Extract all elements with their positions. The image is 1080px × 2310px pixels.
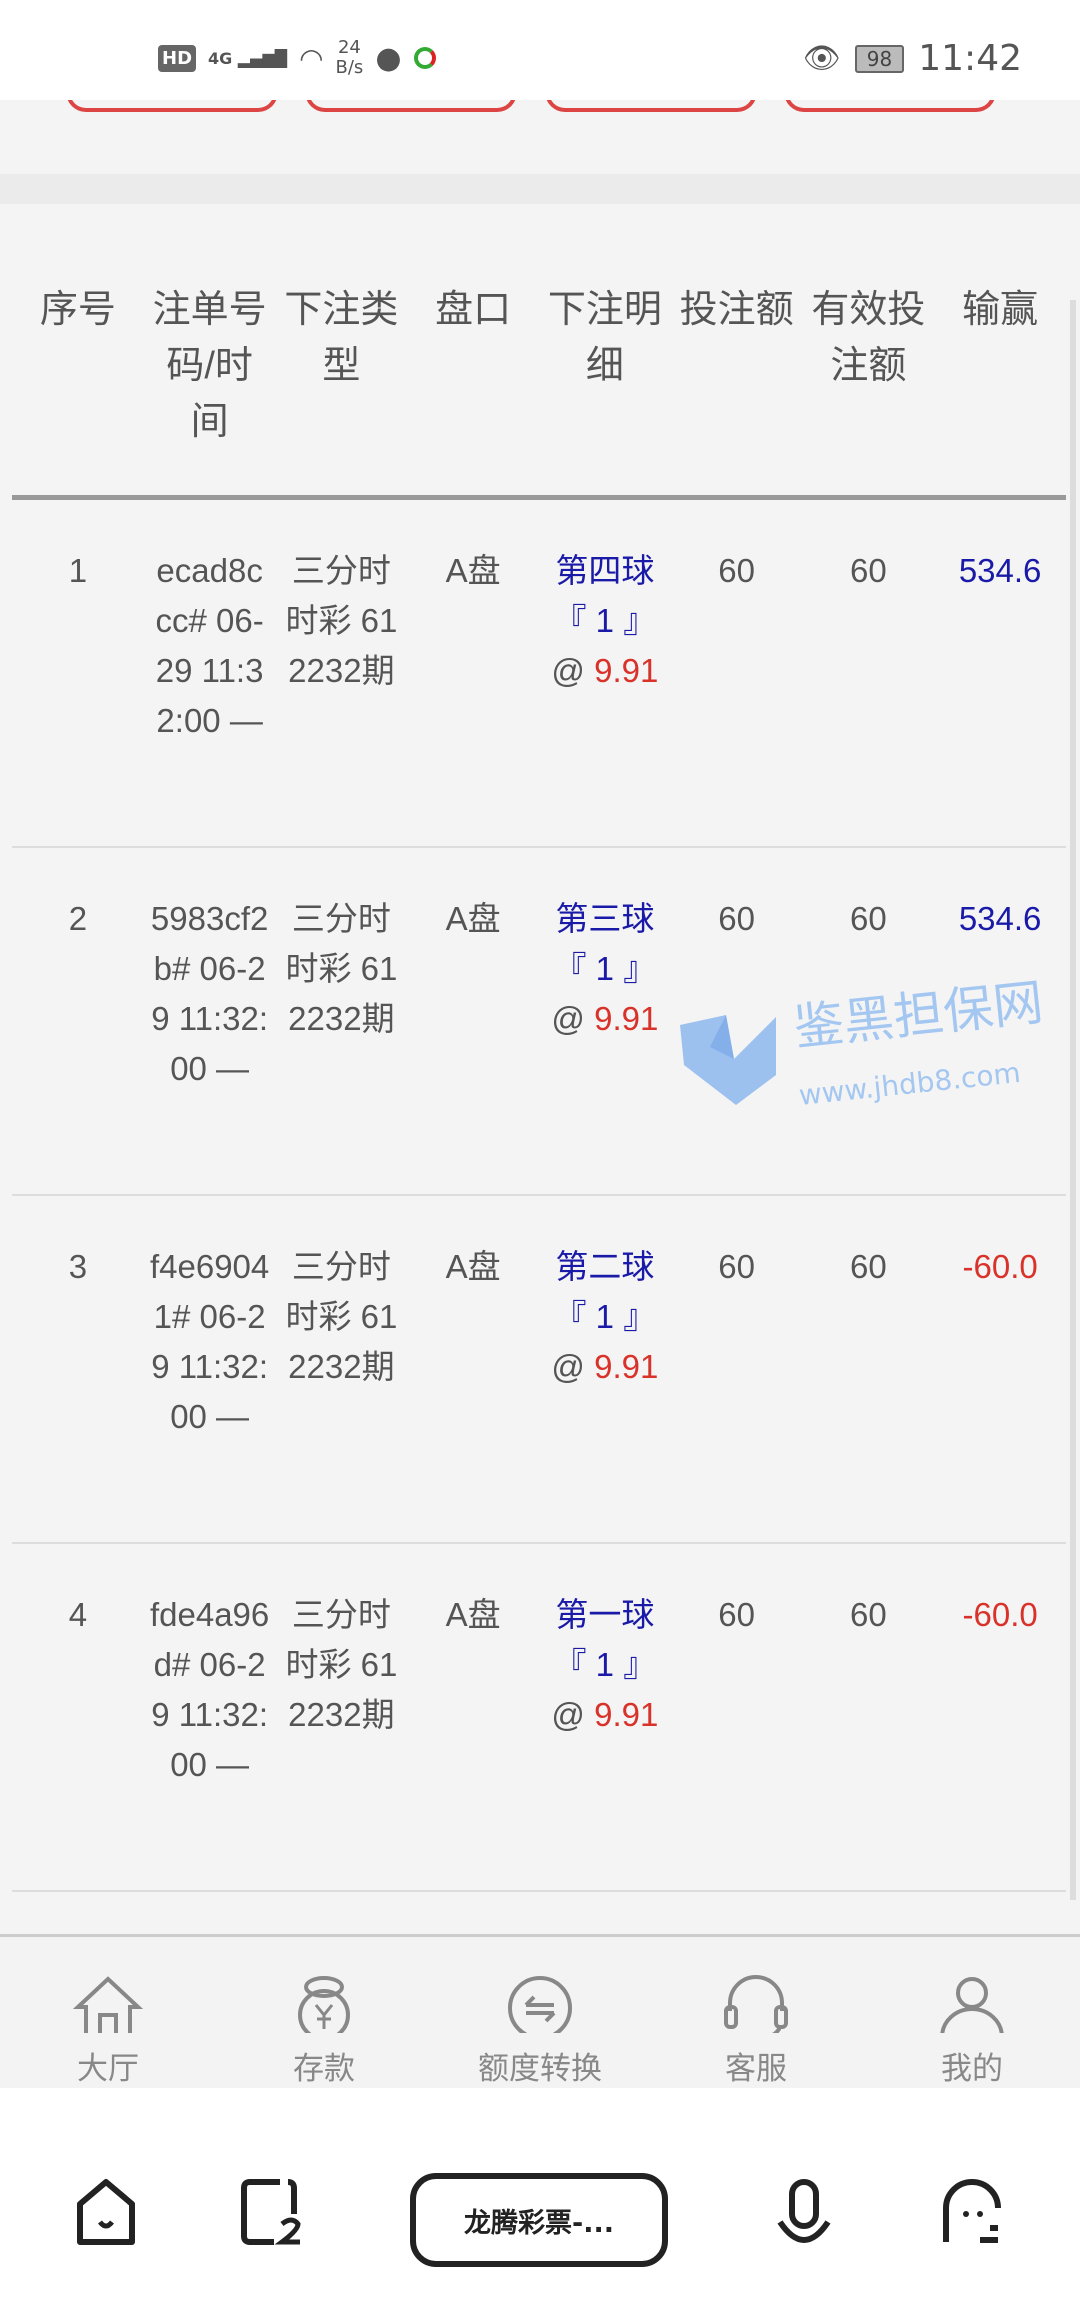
watermark-logo-icon [680,1015,776,1105]
cell-index: 1 [68,552,88,589]
assistant-icon[interactable] [940,2178,1004,2248]
cell-market: A盘 [445,1596,501,1633]
cell-detail: 第三球『 1 』 @ 9.91 [551,900,659,1037]
qq-icon: ● [375,40,402,76]
cell-type: 三分时时彩 612232期 [285,552,398,689]
cell-market: A盘 [445,552,501,589]
cell-result: 534.6 [958,552,1042,589]
nav-transfer[interactable]: 额度转换 [432,1937,648,2088]
cell-order: fde4a96d# 06-29 11:32:00 — [149,1596,270,1783]
headset-icon [724,1975,788,2033]
header-type: 下注类型 [284,289,399,387]
cell-detail: 第一球『 1 』 @ 9.91 [551,1596,659,1733]
eye-comfort-icon: 👁 [802,41,841,76]
cell-market: A盘 [445,900,501,937]
transfer-icon [508,1976,572,2033]
header-order: 注单号码/时间 [152,289,267,443]
header-result: 输赢 [962,289,1039,331]
clock: 11:42 [918,38,1022,79]
cell-index: 4 [68,1596,88,1633]
status-bar: HD 4G ▂▄▆█ ◠ 24 B/s ● 👁 98 11:42 [0,0,1080,100]
header-market: 盘口 [435,289,512,331]
cell-valid-bet: 60 [850,552,887,589]
table-header: 序号 注单号码/时间 下注类型 盘口 下注明细 投注额 有效投注额 输赢 [12,204,1066,500]
recent-apps-icon[interactable] [240,2178,304,2248]
system-nav-bar: 龙腾彩票-... [0,2088,1080,2310]
cell-bet: 60 [718,1596,755,1633]
cell-order: f4e69041# 06-29 11:32:00 — [149,1248,270,1435]
microphone-icon[interactable] [776,2178,832,2250]
hd-icon: HD [158,44,197,72]
battery-icon: 98 [854,44,905,73]
cell-index: 2 [68,900,88,937]
bottom-nav: 大厅 存款 额度转换 客服 我的 [0,1934,1080,2088]
current-app-pill[interactable]: 龙腾彩票-... [410,2173,668,2267]
cell-index: 3 [68,1248,88,1285]
divider-band [0,174,1080,204]
cell-type: 三分时时彩 612232期 [285,900,398,1037]
wifi-icon: ◠ [299,41,324,75]
cell-valid-bet: 60 [850,900,887,937]
cell-market: A盘 [445,1248,501,1285]
cell-bet: 60 [718,552,755,589]
table-row: 3 f4e69041# 06-29 11:32:00 — 三分时时彩 61223… [12,1196,1066,1544]
system-home-icon[interactable] [74,2178,138,2248]
user-icon [940,1977,1004,2033]
watermark: 鉴黑担保网 www.jhdb8.com [680,973,1046,1112]
scrollbar[interactable] [1070,300,1076,1900]
nav-lobby[interactable]: 大厅 [0,1937,216,2088]
header-index: 序号 [39,289,116,331]
nav-support[interactable]: 客服 [648,1937,864,2088]
header-detail: 下注明细 [547,289,662,387]
cell-type: 三分时时彩 612232期 [285,1596,398,1733]
cell-order: 5983cf2b# 06-29 11:32:00 — [150,900,269,1087]
cell-result: -60.0 [962,1596,1038,1633]
svg-text:www.jhdb8.com: www.jhdb8.com [797,1056,1022,1112]
app-notification-icon [413,47,436,69]
nav-profile[interactable]: 我的 [864,1937,1080,2088]
cell-detail: 第四球『 1 』 @ 9.91 [551,552,659,689]
cell-valid-bet: 60 [850,1596,887,1633]
table-row: 2 5983cf2b# 06-29 11:32:00 — 三分时时彩 61223… [12,848,1066,1196]
network-speed: 24 B/s [335,37,364,78]
signal-icon: 4G ▂▄▆█ [208,48,288,68]
bet-table: 序号 注单号码/时间 下注类型 盘口 下注明细 投注额 有效投注额 输赢 1 e… [12,204,1066,1892]
home-icon [72,1976,144,2033]
cell-detail: 第二球『 1 』 @ 9.91 [551,1248,659,1385]
cell-valid-bet: 60 [850,1248,887,1285]
cell-result: -60.0 [962,1248,1038,1285]
cell-type: 三分时时彩 612232期 [285,1248,398,1385]
header-bet: 投注额 [679,289,794,331]
cell-bet: 60 [718,900,755,937]
cell-order: ecad8ccc# 06-29 11:32:00 — [155,552,264,739]
header-valid-bet: 有效投注额 [811,289,926,387]
nav-deposit[interactable]: 存款 [216,1937,432,2088]
table-row: 4 fde4a96d# 06-29 11:32:00 — 三分时时彩 61223… [12,1544,1066,1892]
svg-text:鉴黑担保网: 鉴黑担保网 [791,973,1046,1057]
table-row: 1 ecad8ccc# 06-29 11:32:00 — 三分时时彩 61223… [12,500,1066,848]
money-bag-icon [298,1976,350,2033]
cell-result: 534.6 [958,900,1042,937]
cell-bet: 60 [718,1248,755,1285]
